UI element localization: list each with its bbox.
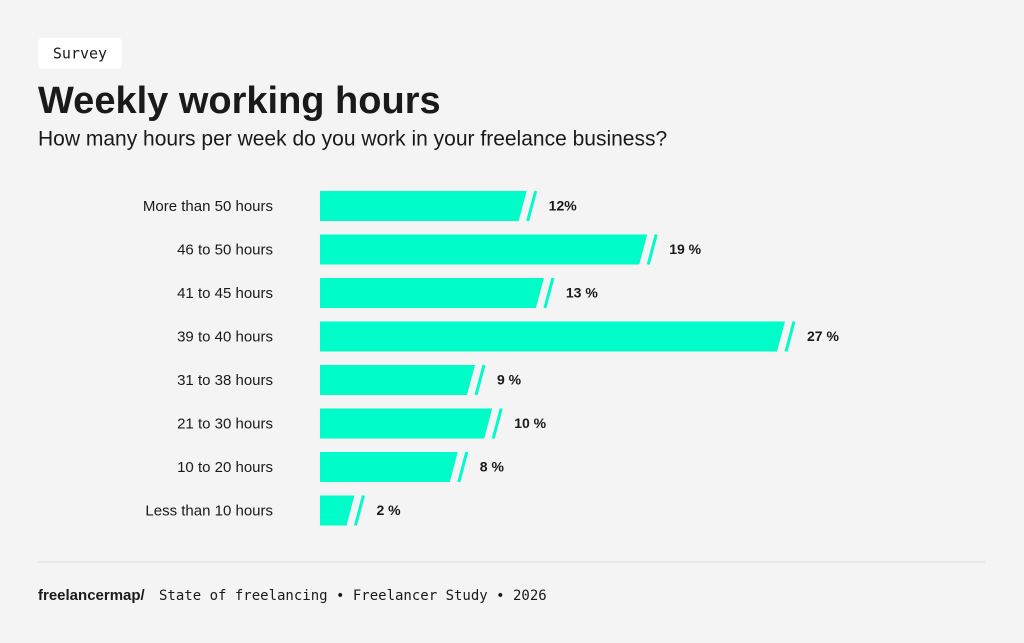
value-label: 10 % xyxy=(514,415,546,431)
category-label: 46 to 50 hours xyxy=(177,241,273,258)
category-label: 39 to 40 hours xyxy=(177,328,273,345)
bar-slash xyxy=(457,451,469,483)
chart-subtitle: How many hours per week do you work in y… xyxy=(38,128,667,151)
category-label: Less than 10 hours xyxy=(145,502,273,519)
value-label: 9 % xyxy=(497,372,522,388)
value-label: 27 % xyxy=(807,328,839,344)
bar xyxy=(320,408,493,439)
bar-slash xyxy=(474,364,486,396)
value-label: 13 % xyxy=(566,285,598,301)
bar xyxy=(320,495,355,526)
bar-slash xyxy=(646,234,658,265)
footer-text: State of freelancing • Freelancer Study … xyxy=(159,588,547,604)
bar xyxy=(320,234,648,265)
value-label: 8 % xyxy=(480,459,505,475)
value-label: 19 % xyxy=(669,241,701,257)
bar-slash xyxy=(784,321,796,352)
category-label: 21 to 30 hours xyxy=(177,415,273,432)
category-label: 31 to 38 hours xyxy=(177,372,273,389)
chart-title: Weekly working hours xyxy=(38,80,441,122)
value-label: 12% xyxy=(549,198,578,214)
category-label: More than 50 hours xyxy=(143,198,273,215)
bar xyxy=(320,278,544,308)
bar-slash xyxy=(526,190,538,222)
badge-box xyxy=(38,38,122,69)
bar-slash xyxy=(491,408,503,439)
footer-brand: freelancermap/ xyxy=(38,587,146,604)
category-label: 10 to 20 hours xyxy=(177,459,273,476)
bar xyxy=(320,321,785,352)
bar xyxy=(320,191,527,221)
badge: Survey xyxy=(53,45,107,63)
bar-slash xyxy=(543,277,555,309)
category-label: 41 to 45 hours xyxy=(177,285,273,302)
value-label: 2 % xyxy=(376,502,401,518)
bar-slash xyxy=(353,495,365,526)
bar xyxy=(320,452,458,482)
bar xyxy=(320,365,475,395)
